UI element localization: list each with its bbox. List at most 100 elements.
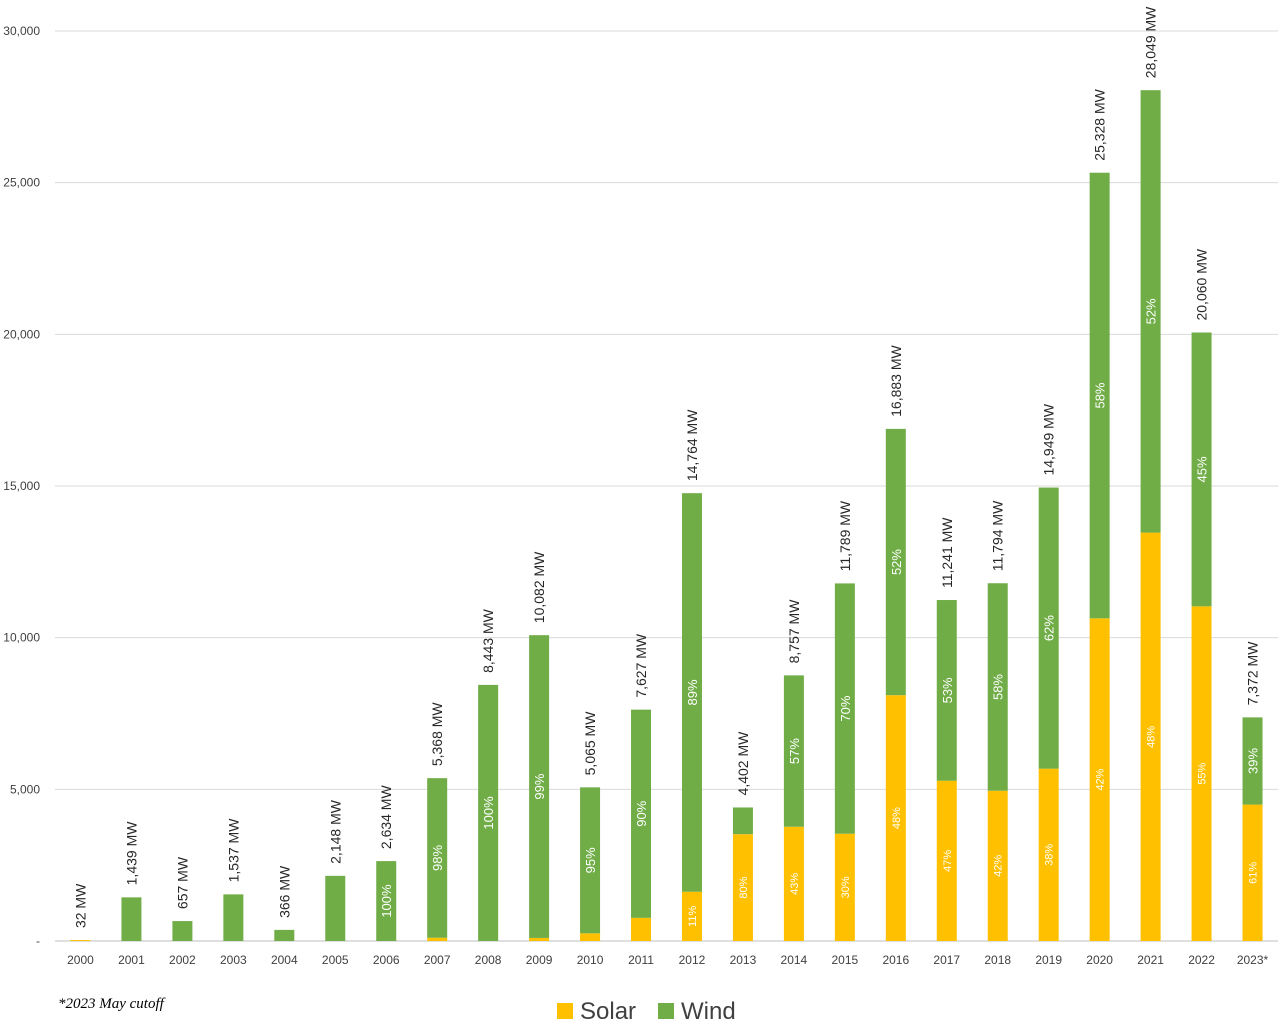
bar-solar [783,826,804,941]
bar-wind [732,807,753,835]
bar-total-label: 8,443 MW [480,608,496,673]
wind-share-label: 70% [838,695,853,721]
x-tick-label: 2000 [67,953,94,967]
wind-share-label: 95% [583,847,598,873]
bar-total-label: 4,402 MW [735,731,751,796]
wind-share-label: 45% [1195,456,1210,482]
solar-share-label: 80% [738,876,750,898]
bar-total-label: 11,794 MW [990,500,1006,571]
bar-total-label: 14,764 MW [684,409,700,481]
bar-total-label: 5,368 MW [429,702,445,767]
bar-wind [274,929,295,941]
y-tick-label: 30,000 [3,24,40,38]
footnote: *2023 May cutoff [58,996,166,1012]
bar-wind [1038,487,1059,769]
x-tick-label: 2006 [373,953,400,967]
bar-wind [783,675,804,827]
legend-label-wind: Wind [681,998,736,1025]
x-tick-label: 2019 [1035,953,1062,967]
wind-share-label: 90% [634,800,649,826]
bar-solar [834,833,855,941]
bar-total-label: 11,789 MW [837,500,853,571]
wind-share-label: 100% [379,884,394,918]
solar-share-label: 61% [1248,862,1260,884]
bar-wind [325,875,346,941]
bar-solar [681,891,702,941]
bar-labels: 32 MW 1,439 MW 657 MW 1,537 MW 366 MW 2,148 M… [72,6,1260,928]
wind-share-label: 52% [1144,298,1159,324]
y-tick-label: 10,000 [3,631,40,645]
bar-total-label: 657 MW [174,856,190,909]
x-tick-label: 2014 [781,953,808,967]
bar-total-label: 11,241 MW [939,517,955,588]
bar-total-label: 28,049 MW [1143,6,1159,78]
solar-share-label: 48% [891,807,903,829]
x-tick-label: 2001 [118,953,145,967]
legend-swatch-wind [658,1003,674,1019]
wind-share-label: 100% [481,796,496,830]
y-tick-label: 20,000 [3,327,40,341]
bar-wind [1191,332,1212,607]
bar-wind [1140,90,1161,533]
bar-wind [172,921,193,941]
bar-total-label: 7,627 MW [633,633,649,698]
x-axis-ticks: 2000 2001 2002 2003 2004 2005 2006 2007 2008 2009… [67,953,1268,967]
bar-wind [987,583,1008,791]
bar-wind [1242,717,1263,805]
legend-label-solar: Solar [580,998,636,1025]
wind-share-label: 62% [1042,615,1057,641]
wind-share-label: 57% [787,738,802,764]
bar-total-label: 1,439 MW [123,821,139,886]
wind-share-label: 58% [1093,382,1108,408]
bar-wind [834,583,855,834]
x-tick-label: 2009 [526,953,553,967]
x-tick-label: 2004 [271,953,298,967]
x-tick-label: 2012 [679,953,706,967]
x-tick-label: 2010 [577,953,604,967]
bar-total-label: 2,634 MW [378,785,394,850]
x-tick-label: 2015 [832,953,859,967]
x-tick-label: 2016 [882,953,909,967]
solar-share-label: 43% [789,873,801,895]
legend-swatch-solar [557,1003,573,1019]
bar-solar [427,937,448,941]
x-tick-label: 2002 [169,953,196,967]
bar-wind [529,635,550,938]
bar-wind [376,861,397,941]
gridlines [55,30,1278,942]
wind-share-label: 53% [940,677,955,703]
x-tick-label: 2008 [475,953,502,967]
bar-total-label: 20,060 MW [1194,248,1210,320]
x-tick-label: 2011 [628,953,654,967]
bar-solar [936,780,957,941]
solar-share-label: 47% [942,850,954,872]
solar-share-label: 11% [687,906,699,927]
bar-wind [1089,172,1110,619]
bar-solar [732,834,753,941]
solar-share-label: 42% [1095,768,1107,790]
bar-solar [1089,618,1110,941]
bar-solar [70,940,91,941]
bar-total-label: 10,082 MW [531,551,547,623]
y-axis-ticks: - 5,000 10,000 15,000 20,000 25,000 30,000 [3,24,40,948]
bar-total-label: 2,148 MW [327,799,343,864]
bar-total-label: 32 MW [72,883,88,928]
x-tick-label: 2018 [984,953,1011,967]
x-tick-label: 2022 [1188,953,1215,967]
y-tick-label: 15,000 [3,479,40,493]
bar-solar [1038,768,1059,941]
solar-share-label: 42% [993,855,1005,877]
x-tick-label: 2017 [933,953,960,967]
bar-wind [478,684,499,941]
bar-solar [1140,532,1161,941]
wind-share-label: 89% [685,679,700,705]
x-tick-label: 2013 [730,953,757,967]
legend: Solar Wind [557,998,736,1025]
bar-total-label: 7,372 MW [1245,641,1261,706]
bar-total-label: 14,949 MW [1041,403,1057,475]
bar-wind [223,894,244,941]
wind-share-label: 39% [1246,748,1261,774]
bar-wind [121,897,142,941]
wind-share-label: 58% [991,674,1006,700]
bar-solar [987,790,1008,941]
